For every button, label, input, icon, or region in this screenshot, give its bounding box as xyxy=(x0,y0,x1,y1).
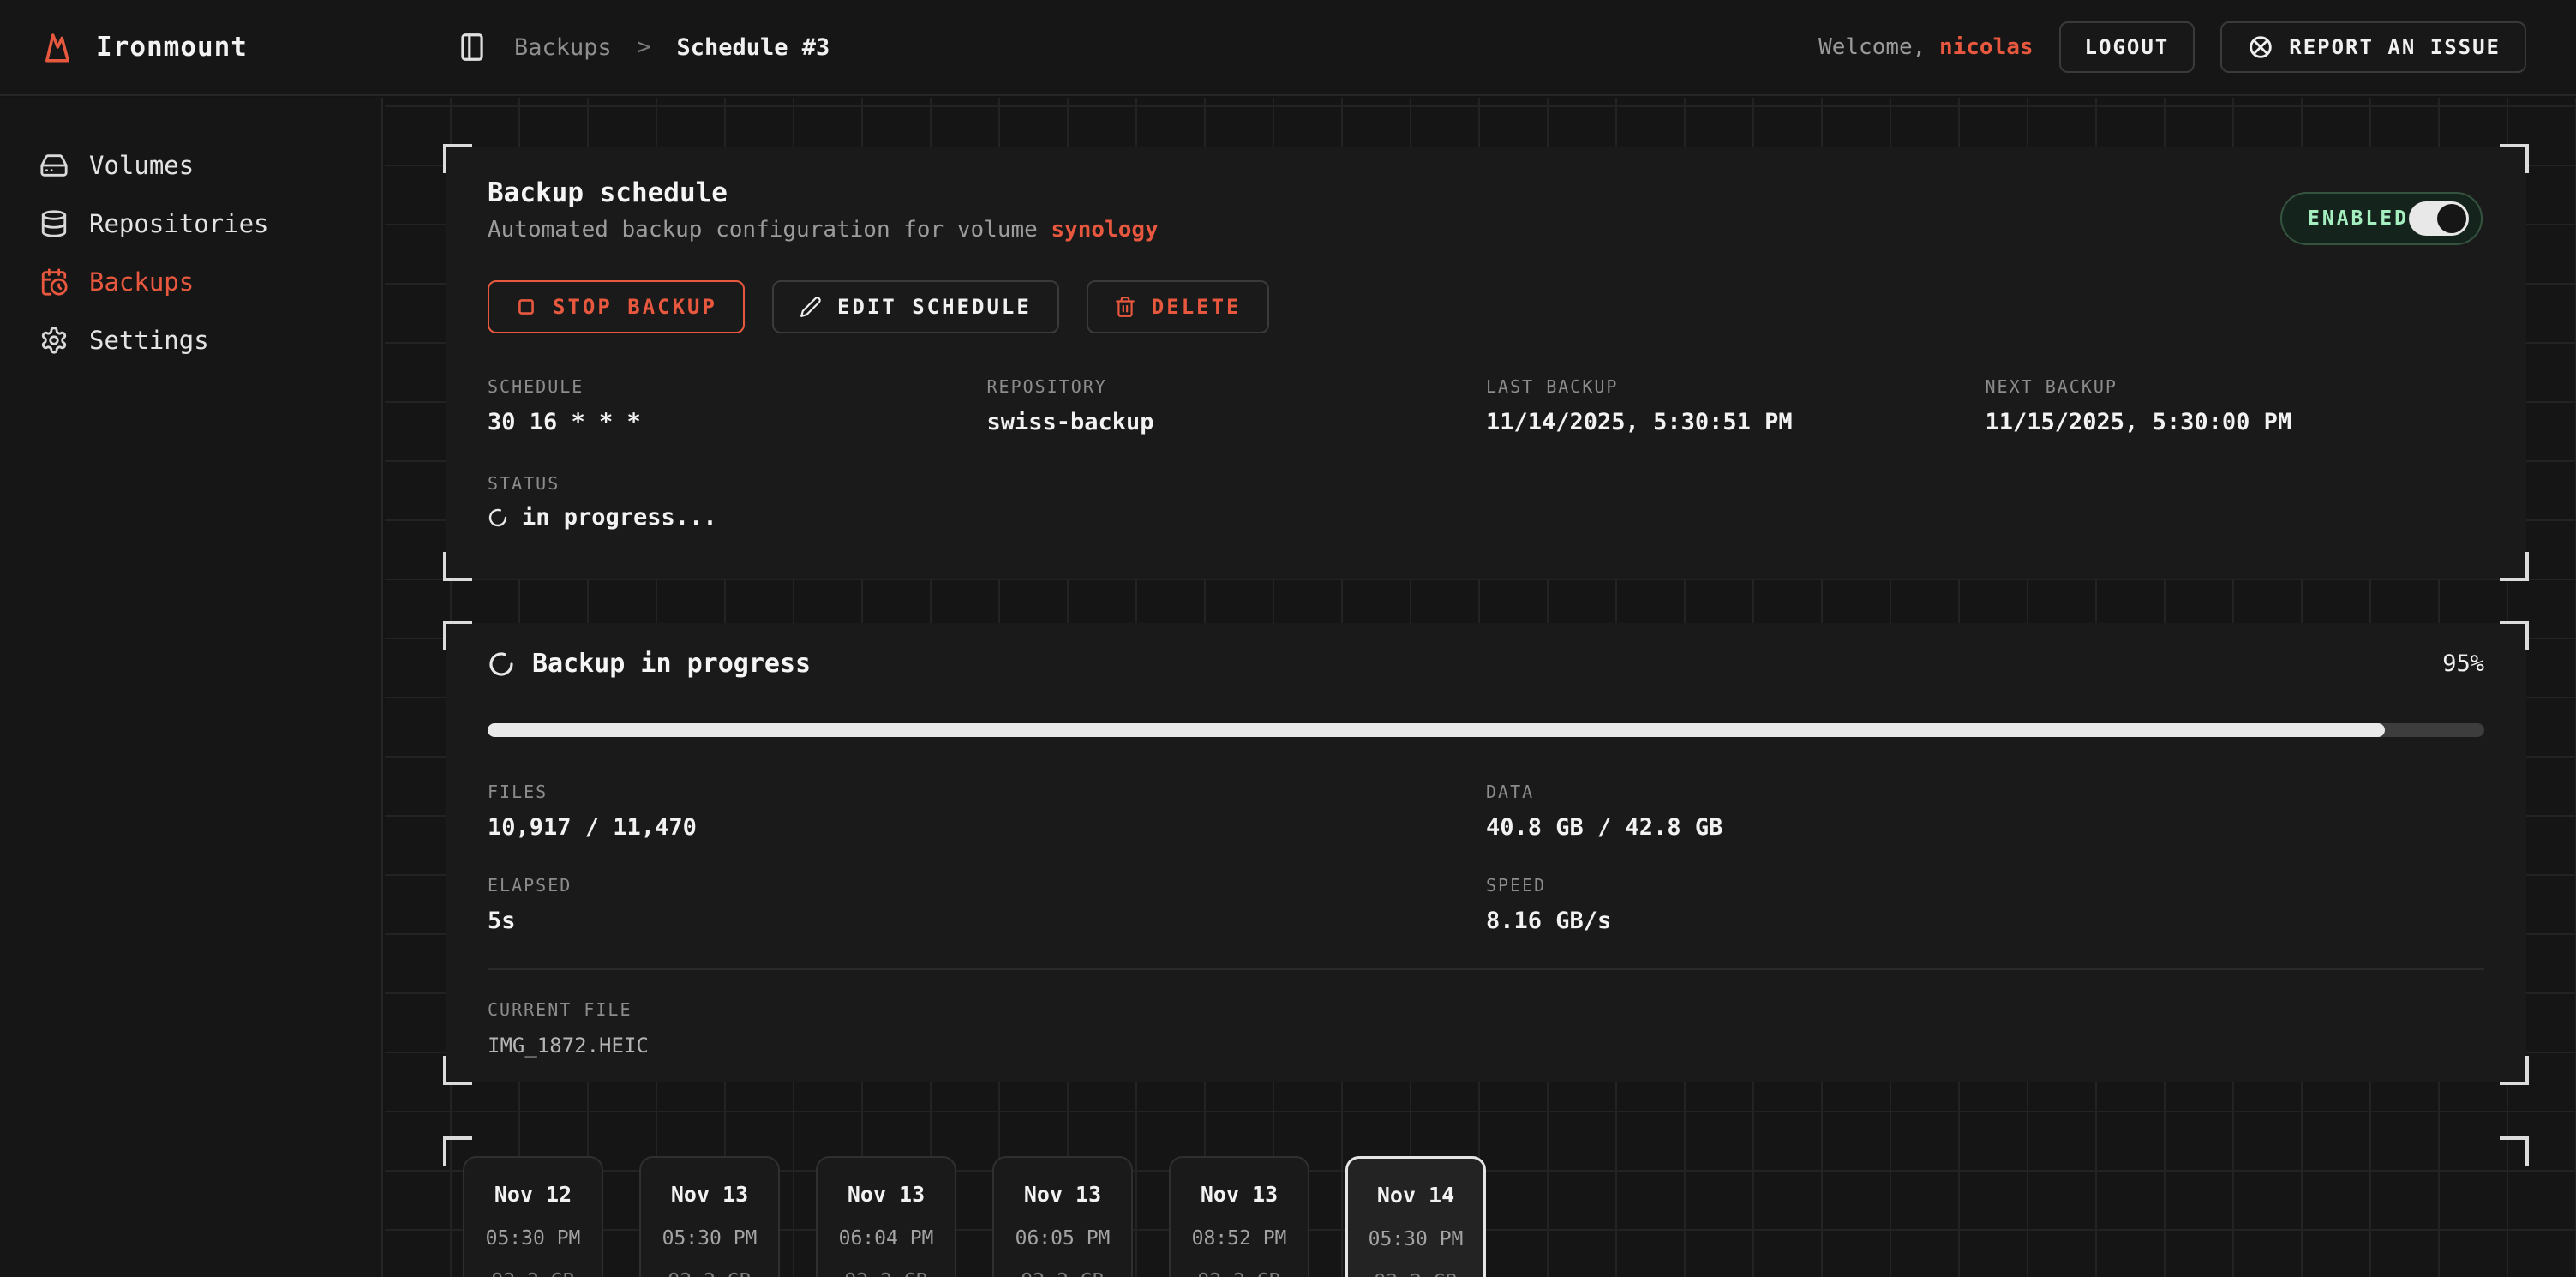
divider xyxy=(488,968,2484,970)
sidebar-item-volumes[interactable]: Volumes xyxy=(0,139,381,192)
sidebar-item-settings[interactable]: Settings xyxy=(0,314,381,367)
snapshot-item[interactable]: Nov 13 06:04 PM 92.2 GB xyxy=(816,1156,956,1277)
breadcrumb-separator: > xyxy=(637,34,651,60)
snapshot-item[interactable]: Nov 13 08:52 PM 92.2 GB xyxy=(1169,1156,1309,1277)
progress-title: Backup in progress xyxy=(532,649,812,679)
enabled-toggle[interactable]: ENABLED xyxy=(2280,192,2483,245)
progress-percent: 95% xyxy=(2442,650,2484,677)
current-file-field: CURRENT FILE IMG_1872.HEIC xyxy=(488,999,2484,1058)
sidebar-item-backups[interactable]: Backups xyxy=(0,255,381,309)
sidebar-item-repositories[interactable]: Repositories xyxy=(0,197,381,250)
bug-icon xyxy=(2246,33,2275,62)
hard-drive-icon xyxy=(39,151,69,180)
snapshot-item[interactable]: Nov 13 06:05 PM 92.2 GB xyxy=(992,1156,1133,1277)
stop-backup-button[interactable]: STOP BACKUP xyxy=(488,280,745,333)
app-title: Ironmount xyxy=(96,32,248,63)
sidebar-item-label: Repositories xyxy=(89,209,269,238)
snapshots-card: Nov 12 05:30 PM 92.2 GB Nov 13 05:30 PM … xyxy=(443,1136,2529,1277)
schedule-fields: SCHEDULE 30 16 * * * REPOSITORY swiss-ba… xyxy=(488,376,2484,435)
backup-progress-card: Backup in progress 95% FILES 10,917 / 11… xyxy=(443,621,2529,1085)
sidebar: Volumes Repositories Backups Settings xyxy=(0,98,383,1277)
loader-icon xyxy=(488,650,515,678)
breadcrumb-current: Schedule #3 xyxy=(676,33,830,61)
stat-files: FILES 10,917 / 11,470 xyxy=(488,782,697,841)
spinner-icon xyxy=(488,507,508,528)
stat-speed: SPEED 8.16 GB/s xyxy=(1486,875,1612,934)
main-content: Backup schedule Automated backup configu… xyxy=(385,98,2576,1277)
pencil-icon xyxy=(800,296,822,318)
progress-stats: FILES 10,917 / 11,470 DATA 40.8 GB / 42.… xyxy=(488,782,2484,934)
status-value: in progress... xyxy=(522,504,717,531)
snapshot-item[interactable]: Nov 12 05:30 PM 92.2 GB xyxy=(463,1156,603,1277)
sidebar-toggle-icon[interactable] xyxy=(456,31,488,63)
stat-elapsed: ELAPSED 5s xyxy=(488,875,572,934)
progress-fill xyxy=(488,723,2385,737)
schedule-card-title: Backup schedule xyxy=(488,177,728,208)
enabled-label: ENABLED xyxy=(2308,207,2409,230)
username: nicolas xyxy=(1938,34,2034,60)
snapshot-list: Nov 12 05:30 PM 92.2 GB Nov 13 05:30 PM … xyxy=(446,1139,2526,1277)
sidebar-item-label: Backups xyxy=(89,267,195,297)
trash-icon xyxy=(1114,296,1136,318)
logout-button[interactable]: LOGOUT xyxy=(2058,21,2196,73)
welcome-text: Welcome, nicolas xyxy=(1818,34,2034,60)
status-field: STATUS in progress... xyxy=(488,473,717,531)
stop-icon xyxy=(515,296,537,318)
sidebar-item-label: Settings xyxy=(89,326,209,355)
gear-icon xyxy=(39,326,69,355)
report-issue-button[interactable]: REPORT AN ISSUE xyxy=(2220,21,2526,73)
progress-bar xyxy=(488,723,2484,737)
field-last-backup: LAST BACKUP 11/14/2025, 5:30:51 PM xyxy=(1486,376,1793,435)
database-icon xyxy=(39,209,69,238)
header: Ironmount Backups > Schedule #3 Welcome,… xyxy=(0,0,2576,96)
edit-schedule-button[interactable]: EDIT SCHEDULE xyxy=(771,280,1059,333)
breadcrumb-backups[interactable]: Backups xyxy=(514,33,612,61)
toggle-switch[interactable] xyxy=(2408,201,2469,236)
field-schedule: SCHEDULE 30 16 * * * xyxy=(488,376,641,435)
backup-schedule-card: Backup schedule Automated backup configu… xyxy=(443,144,2529,581)
toggle-knob xyxy=(2437,204,2466,233)
current-file-value: IMG_1872.HEIC xyxy=(488,1034,649,1058)
sidebar-item-label: Volumes xyxy=(89,151,195,180)
snapshot-item-selected[interactable]: Nov 14 05:30 PM 92.2 GB xyxy=(1345,1156,1486,1277)
breadcrumb: Backups > Schedule #3 xyxy=(383,31,1818,63)
calendar-clock-icon xyxy=(39,267,69,297)
field-next-backup: NEXT BACKUP 11/15/2025, 5:30:00 PM xyxy=(1985,376,2292,435)
volume-name: synology xyxy=(1051,217,1159,243)
delete-button[interactable]: DELETE xyxy=(1086,280,1269,333)
app-logo-mountain-icon xyxy=(39,29,75,65)
snapshot-item[interactable]: Nov 13 05:30 PM 92.2 GB xyxy=(639,1156,780,1277)
schedule-card-subtitle: Automated backup configuration for volum… xyxy=(488,217,1159,243)
stat-data: DATA 40.8 GB / 42.8 GB xyxy=(1486,782,1723,841)
field-repository: REPOSITORY swiss-backup xyxy=(986,376,1154,435)
